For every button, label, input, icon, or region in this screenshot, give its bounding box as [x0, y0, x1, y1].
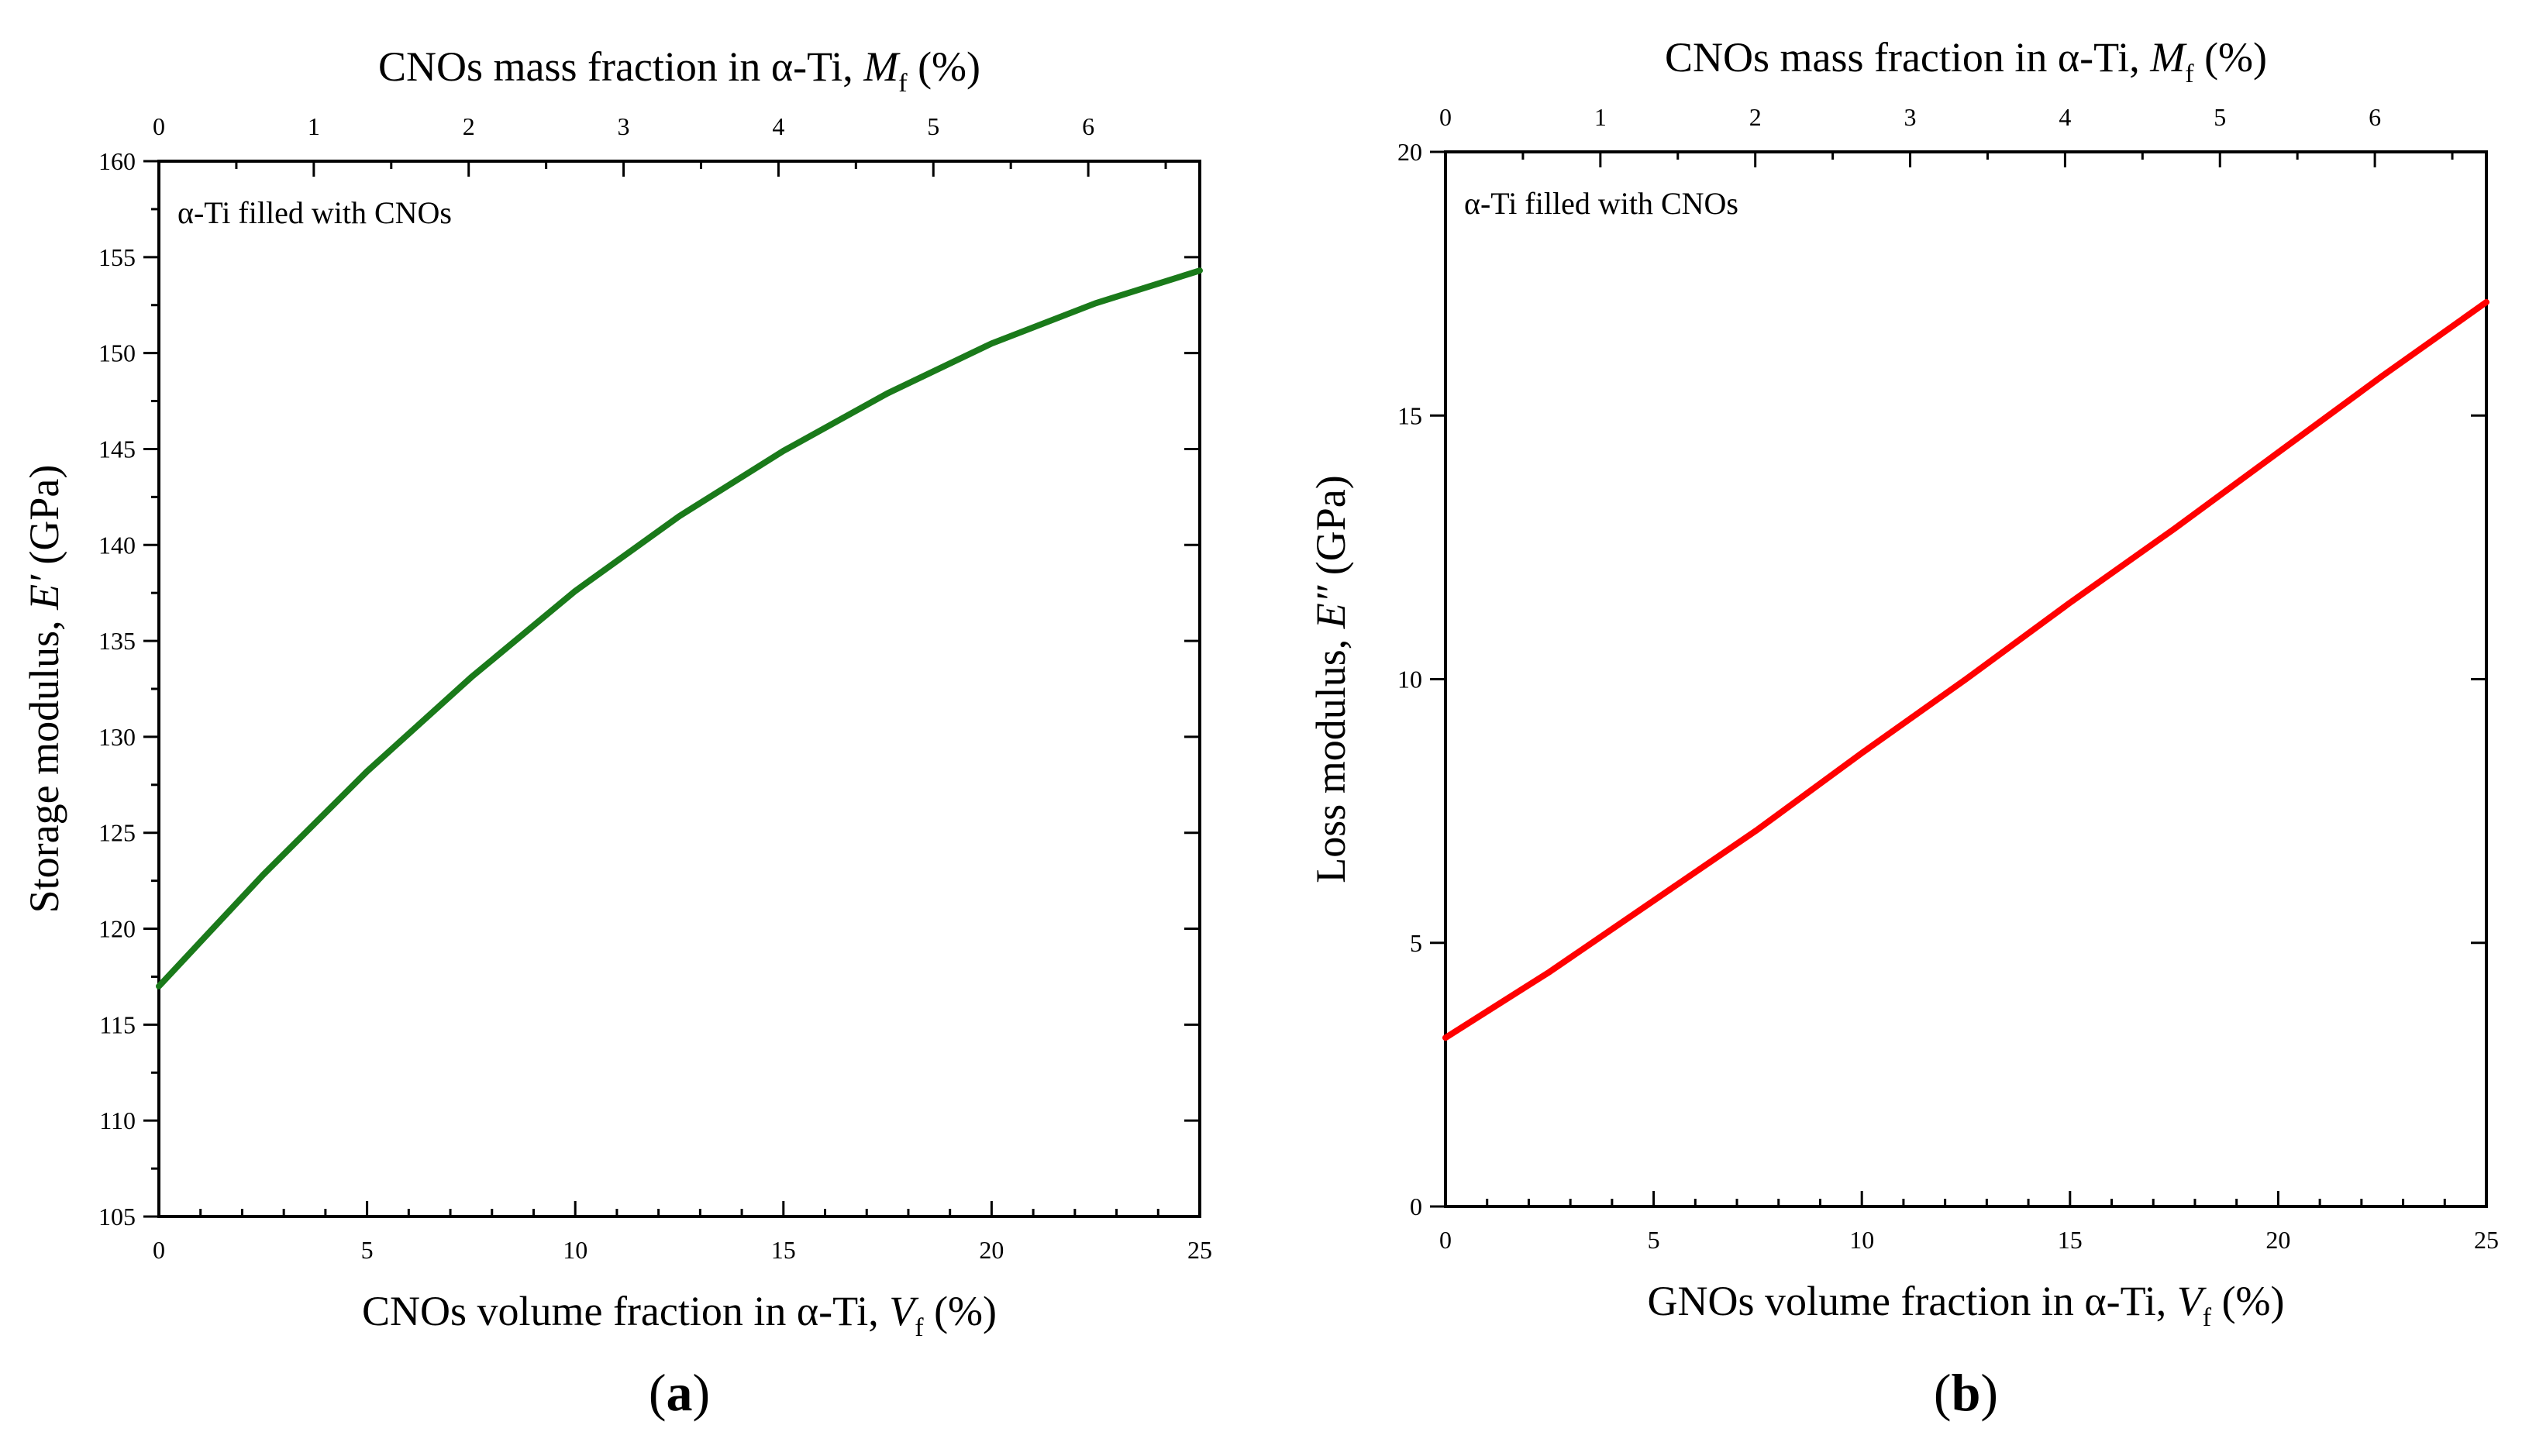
- y-axis-title: Loss modulus, E″ (GPa): [1308, 475, 1354, 883]
- y-tick-label: 0: [1410, 1193, 1422, 1220]
- panel-a: 0 5 10 15 20 25 0 1 2 3 4 5 6 105 110 115 120 125 130 135 14…: [21, 43, 1212, 1422]
- x-tick-label: 20: [2265, 1226, 2290, 1254]
- x-tick-label: 20: [979, 1236, 1004, 1264]
- panel-caption: (a): [649, 1363, 710, 1422]
- x2-tick-label: 5: [2214, 103, 2226, 131]
- y-tick-label: 5: [1410, 929, 1422, 957]
- plot-annotation: α-Ti filled with CNOs: [177, 195, 452, 230]
- y-tick-label: 110: [99, 1107, 136, 1134]
- x2-tick-label: 0: [153, 112, 165, 140]
- y-tick-label: 115: [99, 1010, 136, 1038]
- x-axis-title: CNOs volume fraction in α-Ti, Vf (%): [362, 1288, 997, 1342]
- x2-tick-label: 5: [927, 112, 939, 140]
- y-tick-label: 160: [98, 147, 136, 175]
- y-tick-label: 145: [98, 435, 136, 463]
- x-tick-label: 10: [563, 1236, 587, 1264]
- y-tick-label: 135: [98, 627, 136, 655]
- x2-tick-label: 2: [463, 112, 475, 140]
- panel-caption: (b): [1934, 1363, 1998, 1422]
- x2-tick-label: 1: [1594, 103, 1607, 131]
- x2-tick-label: 1: [308, 112, 320, 140]
- x-tick-label: 15: [2058, 1226, 2083, 1254]
- series-line: [1442, 298, 2489, 1041]
- y-tick-label: 140: [98, 531, 136, 559]
- plot-frame: [157, 160, 1201, 1218]
- y-axis-title: Storage modulus, E′ (GPa): [21, 465, 67, 914]
- y-tick-label: 125: [98, 819, 136, 847]
- y-tick-label: 20: [1397, 138, 1422, 166]
- x2-axis-title: CNOs mass fraction in α-Ti, Mf (%): [1665, 34, 2267, 88]
- x-tick-label: 15: [771, 1236, 796, 1264]
- panel-b: 0 5 10 15 20 25 0 1 2 3 4 5 6 0 5 10 15 20 GNOs volume fra…: [1308, 34, 2499, 1422]
- y-tick-label: 120: [98, 915, 136, 943]
- x-tick-label: 0: [153, 1236, 165, 1264]
- series-line: [156, 267, 1203, 990]
- y-tick-label: 130: [98, 723, 136, 751]
- x2-tick-label: 3: [1904, 103, 1917, 131]
- y-tick-label: 15: [1397, 401, 1422, 429]
- y-tick-label: 10: [1397, 666, 1422, 694]
- x-tick-label: 10: [1849, 1226, 1874, 1254]
- x2-tick-label: 0: [1439, 103, 1452, 131]
- x2-tick-label: 4: [2059, 103, 2071, 131]
- x-tick-label: 25: [2474, 1226, 2499, 1254]
- plot-annotation: α-Ti filled with CNOs: [1464, 186, 1738, 221]
- x-tick-label: 25: [1187, 1236, 1212, 1264]
- x2-tick-label: 4: [772, 112, 784, 140]
- y-tick-label: 155: [98, 243, 136, 271]
- x-axis-title: GNOs volume fraction in α-Ti, Vf (%): [1647, 1278, 2284, 1332]
- x-tick-label: 0: [1439, 1226, 1452, 1254]
- x-tick-label: 5: [361, 1236, 374, 1264]
- x2-tick-label: 3: [618, 112, 630, 140]
- x2-tick-label: 6: [2369, 103, 2381, 131]
- y-tick-label: 150: [98, 339, 136, 367]
- y-tick-label: 105: [98, 1203, 136, 1231]
- x-tick-label: 5: [1648, 1226, 1660, 1254]
- x2-axis-title: CNOs mass fraction in α-Ti, Mf (%): [378, 43, 980, 98]
- x2-tick-label: 2: [1749, 103, 1762, 131]
- x2-tick-label: 6: [1082, 112, 1094, 140]
